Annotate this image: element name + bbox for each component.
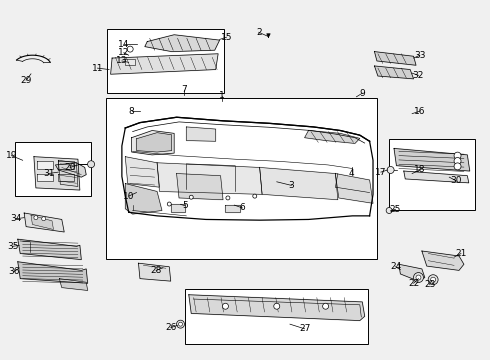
Bar	[15, 142, 91, 196]
Circle shape	[454, 163, 461, 170]
Text: 33: 33	[414, 51, 426, 60]
Text: 8: 8	[129, 107, 135, 116]
Polygon shape	[260, 167, 338, 200]
Polygon shape	[31, 215, 53, 229]
Circle shape	[127, 46, 133, 52]
Text: 2: 2	[256, 28, 262, 37]
Text: 36: 36	[9, 267, 20, 276]
Circle shape	[416, 275, 421, 280]
Text: 17: 17	[375, 168, 387, 177]
Polygon shape	[59, 279, 88, 291]
Circle shape	[386, 207, 392, 213]
Circle shape	[42, 217, 46, 221]
Polygon shape	[139, 263, 171, 281]
Text: 32: 32	[413, 71, 424, 80]
Polygon shape	[58, 160, 78, 186]
Polygon shape	[24, 213, 64, 232]
Polygon shape	[37, 161, 53, 168]
Circle shape	[167, 202, 171, 206]
Text: 20: 20	[64, 163, 76, 172]
Text: 29: 29	[21, 76, 32, 85]
Text: 27: 27	[299, 324, 310, 333]
Polygon shape	[176, 174, 223, 200]
Text: 15: 15	[220, 33, 232, 42]
Polygon shape	[145, 35, 220, 51]
Text: 31: 31	[43, 169, 54, 178]
Polygon shape	[34, 157, 80, 190]
Text: 18: 18	[414, 166, 426, 175]
Text: 6: 6	[240, 203, 245, 212]
Text: 12: 12	[118, 48, 129, 57]
Text: 21: 21	[455, 249, 466, 258]
Text: 14: 14	[118, 40, 129, 49]
Polygon shape	[125, 184, 162, 214]
Text: 13: 13	[116, 57, 127, 66]
Text: 23: 23	[424, 280, 436, 289]
Polygon shape	[137, 133, 172, 152]
Circle shape	[431, 277, 436, 282]
Text: 1: 1	[219, 91, 224, 100]
Polygon shape	[404, 171, 469, 183]
Text: 5: 5	[182, 201, 188, 210]
Polygon shape	[18, 262, 88, 283]
Polygon shape	[394, 148, 470, 171]
Polygon shape	[374, 66, 414, 79]
Polygon shape	[399, 264, 425, 281]
Polygon shape	[157, 163, 262, 194]
Polygon shape	[55, 163, 86, 177]
Polygon shape	[171, 204, 185, 212]
Polygon shape	[132, 131, 174, 155]
Text: 4: 4	[349, 169, 354, 178]
Circle shape	[226, 196, 230, 200]
Polygon shape	[225, 205, 240, 212]
Circle shape	[454, 152, 461, 159]
Circle shape	[189, 195, 193, 199]
Polygon shape	[58, 174, 74, 181]
Polygon shape	[37, 174, 53, 181]
Circle shape	[428, 275, 438, 285]
Circle shape	[176, 320, 185, 328]
Text: 34: 34	[11, 214, 22, 223]
Polygon shape	[305, 131, 360, 143]
Circle shape	[88, 161, 95, 168]
Circle shape	[414, 273, 423, 283]
Polygon shape	[422, 251, 464, 270]
Polygon shape	[374, 51, 416, 65]
Text: 11: 11	[92, 64, 103, 73]
Circle shape	[34, 216, 38, 220]
Text: 28: 28	[150, 266, 162, 275]
Bar	[389, 139, 475, 211]
Circle shape	[222, 303, 228, 309]
Polygon shape	[125, 59, 135, 64]
Circle shape	[253, 194, 257, 198]
Text: 25: 25	[390, 205, 401, 214]
Text: 26: 26	[165, 323, 176, 332]
Circle shape	[454, 158, 461, 165]
Polygon shape	[189, 295, 365, 320]
Circle shape	[322, 303, 329, 309]
Polygon shape	[186, 127, 216, 141]
Text: 35: 35	[7, 242, 19, 251]
Polygon shape	[125, 157, 159, 187]
Polygon shape	[58, 161, 74, 168]
Polygon shape	[111, 54, 218, 74]
Text: 22: 22	[408, 279, 419, 288]
Text: 7: 7	[181, 85, 187, 94]
Text: 30: 30	[450, 176, 462, 185]
Text: 9: 9	[359, 89, 365, 98]
Bar	[107, 29, 224, 93]
Polygon shape	[335, 174, 373, 203]
Text: 24: 24	[390, 262, 401, 271]
Text: 19: 19	[6, 151, 17, 160]
Text: 3: 3	[289, 181, 294, 190]
Bar	[106, 98, 377, 259]
Text: 10: 10	[123, 192, 134, 201]
Circle shape	[178, 322, 182, 326]
Circle shape	[274, 303, 280, 309]
Text: 16: 16	[414, 107, 426, 116]
Bar	[185, 289, 368, 344]
Polygon shape	[18, 239, 81, 260]
Circle shape	[387, 166, 394, 174]
